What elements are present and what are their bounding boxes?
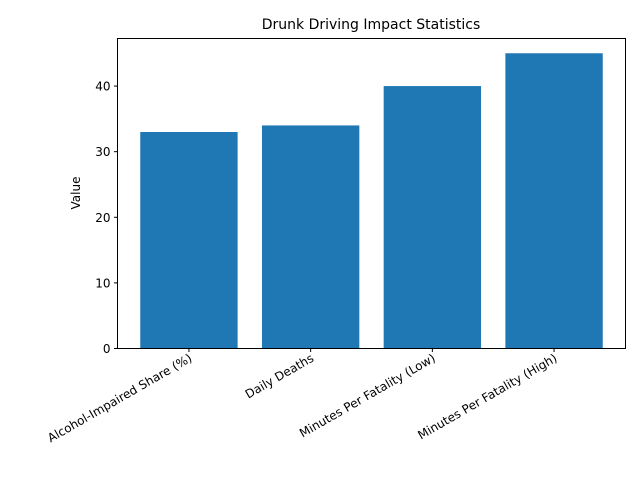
x-ticks-group: Alcohol-Impaired Share (%) Daily DeathsMi… <box>45 348 560 445</box>
y-tick-label-4: 40 <box>95 80 110 94</box>
y-tick-label-2: 20 <box>95 211 110 225</box>
bars-group <box>140 53 603 349</box>
chart-title: Drunk Driving Impact Statistics <box>262 17 481 33</box>
bar-2 <box>383 86 482 349</box>
plot-frame <box>117 38 626 349</box>
bar-0 <box>140 131 238 349</box>
bar-1 <box>261 125 360 349</box>
x-tick-label-3: Minutes Per Fatality (High) <box>415 351 559 442</box>
x-tick-label-0: Alcohol-Impaired Share (%) <box>45 351 194 445</box>
x-tick-label-2: Minutes Per Fatality (Low) <box>297 351 438 440</box>
x-tick-label-1: Daily Deaths <box>243 351 316 401</box>
y-ticks-group: 0 10 20 30 40 <box>95 80 118 356</box>
bar-3 <box>505 53 603 349</box>
y-tick-label-1: 10 <box>95 276 110 290</box>
y-tick-label-0: 0 <box>103 342 111 356</box>
y-tick-label-3: 30 <box>95 145 110 159</box>
y-axis-label: Value <box>69 177 83 210</box>
